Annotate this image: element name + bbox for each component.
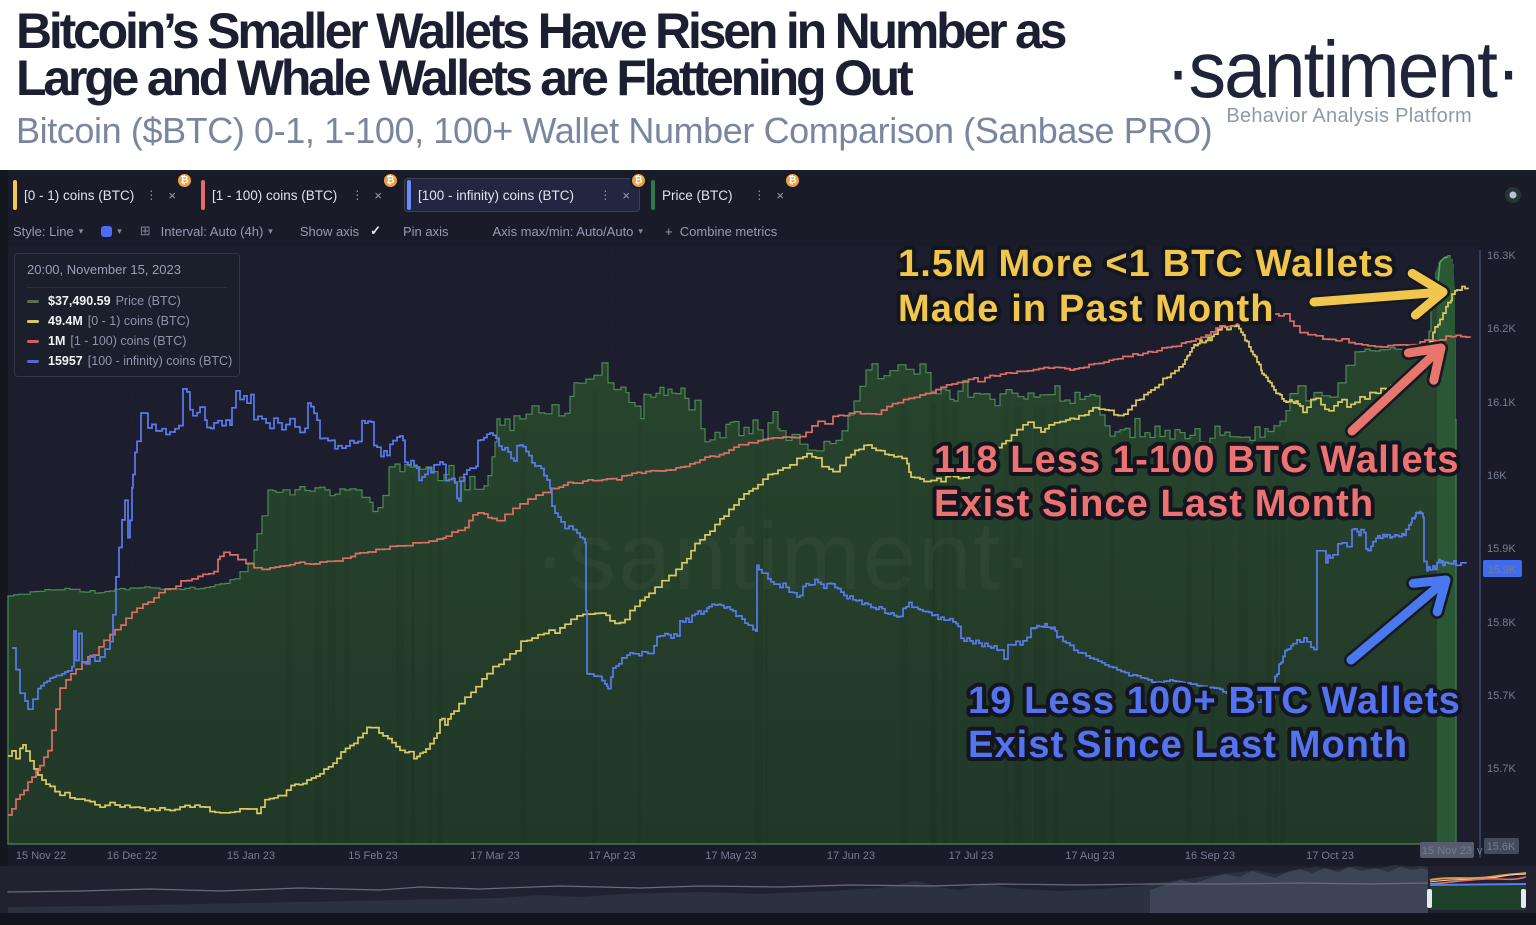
svg-text:15.7K: 15.7K: [1487, 690, 1516, 702]
svg-text:15.9K: 15.9K: [1487, 543, 1516, 555]
svg-text:16 Sep 23: 16 Sep 23: [1185, 850, 1235, 862]
svg-text:17 Aug 23: 17 Aug 23: [1065, 850, 1115, 862]
svg-text:16.2K: 16.2K: [1487, 323, 1516, 335]
svg-text:15.6K: 15.6K: [1487, 841, 1516, 853]
svg-text:15 Nov 23: 15 Nov 23: [1422, 845, 1472, 857]
svg-text:15.8K: 15.8K: [1487, 617, 1516, 629]
svg-text:Made in Past Month: Made in Past Month: [898, 288, 1275, 330]
svg-text:17 Jun 23: 17 Jun 23: [827, 850, 875, 862]
svg-text:Exist Since Last Month: Exist Since Last Month: [968, 724, 1408, 766]
svg-text:15 Feb 23: 15 Feb 23: [348, 850, 398, 862]
svg-text:15.9K: 15.9K: [1488, 564, 1517, 576]
svg-text:118 Less 1-100 BTC Wallets: 118 Less 1-100 BTC Wallets: [934, 439, 1460, 481]
svg-text:17 Jul 23: 17 Jul 23: [949, 850, 994, 862]
svg-text:15.7K: 15.7K: [1487, 763, 1516, 775]
svg-text:17 Apr 23: 17 Apr 23: [588, 850, 635, 862]
svg-text:19 Less 100+ BTC Wallets: 19 Less 100+ BTC Wallets: [968, 680, 1461, 722]
svg-text:15 Nov 22: 15 Nov 22: [16, 850, 66, 862]
svg-text:16.3K: 16.3K: [1487, 250, 1516, 262]
svg-text:16 Dec 22: 16 Dec 22: [107, 850, 157, 862]
svg-text:16.1K: 16.1K: [1487, 397, 1516, 409]
svg-text:15 Jan 23: 15 Jan 23: [227, 850, 275, 862]
svg-text:17 May 23: 17 May 23: [705, 850, 756, 862]
svg-text:17 Mar 23: 17 Mar 23: [470, 850, 520, 862]
svg-text:1.5M More <1 BTC Wallets: 1.5M More <1 BTC Wallets: [898, 243, 1395, 285]
svg-text:17 Oct 23: 17 Oct 23: [1306, 850, 1354, 862]
svg-text:16K: 16K: [1487, 470, 1507, 482]
svg-text:Exist Since Last Month: Exist Since Last Month: [934, 483, 1374, 525]
